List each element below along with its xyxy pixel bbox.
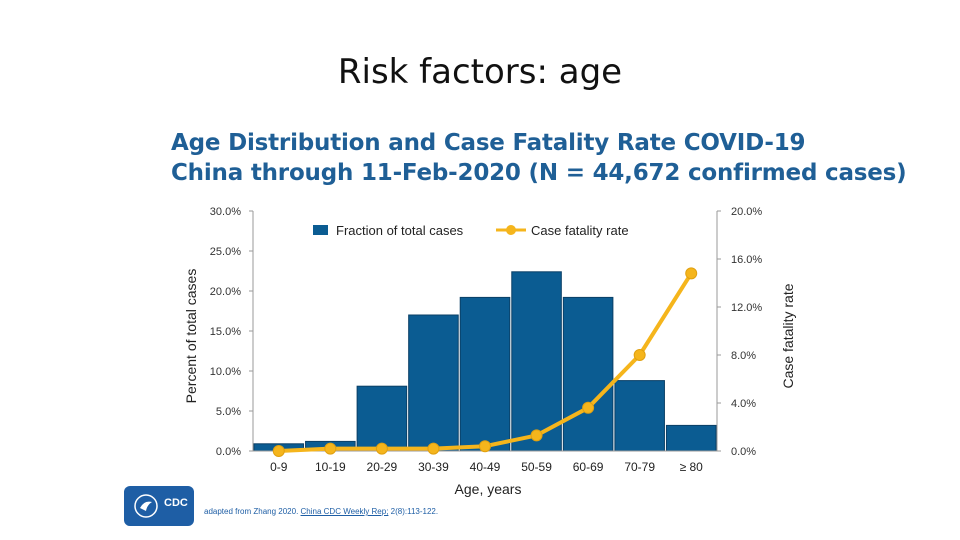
y-right-tick-label: 0.0% [731, 446, 756, 458]
cfr-point-10-19 [324, 442, 337, 455]
x-tick-label-10-19: 10-19 [315, 460, 346, 474]
y-right-tick-label: 20.0% [731, 206, 762, 218]
legend-swatch-bars [313, 225, 328, 235]
source-suffix: 2(8):113-122. [390, 507, 439, 516]
y-left-tick-label: 30.0% [210, 206, 241, 218]
x-tick-label-70-79: 70-79 [624, 460, 655, 474]
y-right-tick-label: 4.0% [731, 398, 756, 410]
legend: Fraction of total cases Case fatality rat… [313, 223, 629, 238]
bar-70-79 [614, 380, 665, 452]
cfr-point-30-39 [427, 442, 440, 455]
source-link[interactable]: China CDC Weekly Rep; [300, 507, 389, 516]
y-left-tick-label: 15.0% [210, 326, 241, 338]
y-axis-right-label: Case fatality rate [780, 283, 796, 388]
cfr-line-group [272, 267, 698, 457]
y-left-tick-label: 0.0% [216, 446, 241, 458]
legend-label-line: Case fatality rate [531, 223, 629, 238]
bar-≥ 80 [665, 424, 717, 452]
legend-label-bars: Fraction of total cases [336, 223, 464, 238]
x-axis-label: Age, years [455, 481, 522, 497]
y-right-tick-label: 8.0% [731, 350, 756, 362]
y-left-tick-label: 20.0% [210, 286, 241, 298]
chart-title-line-2: China through 11-Feb-2020 (N = 44,672 co… [171, 160, 907, 186]
source-citation: adapted from Zhang 2020. China CDC Weekl… [204, 507, 438, 516]
bars-group [253, 271, 717, 452]
cfr-point-60-69 [582, 401, 595, 414]
x-tick-label-30-39: 30-39 [418, 460, 449, 474]
bar-60-69 [562, 296, 614, 452]
x-tick-label-0-9: 0-9 [270, 460, 288, 474]
y-left-tick-label: 25.0% [210, 246, 241, 258]
axes-group: 0.0% 5.0% 10.0% 15.0% 20.0% 25.0% 30.0% 0.0% 4.0… [210, 206, 763, 474]
bar-30-39 [408, 314, 459, 452]
x-tick-label-≥ 80: ≥ 80 [680, 460, 704, 474]
bar-50-59 [511, 271, 562, 452]
x-tick-label-60-69: 60-69 [573, 460, 604, 474]
y-right-tick-label: 12.0% [731, 302, 762, 314]
y-left-tick-label: 10.0% [210, 366, 241, 378]
x-tick-label-20-29: 20-29 [367, 460, 398, 474]
slide-title: Risk factors: age [337, 52, 623, 92]
x-tick-label-40-49: 40-49 [470, 460, 501, 474]
source-prefix: adapted from Zhang 2020. [204, 507, 299, 516]
cfr-point-20-29 [375, 442, 388, 455]
bar-20-29 [356, 385, 408, 452]
y-axis-left-label: Percent of total cases [183, 269, 199, 404]
y-right-tick-label: 16.0% [731, 254, 762, 266]
chart-title: Age Distribution and Case Fatality Rate … [171, 128, 907, 188]
cdc-logo: CDC [124, 486, 194, 526]
y-left-tick-label: 5.0% [216, 406, 241, 418]
hhs-eagle-icon [134, 494, 158, 518]
cfr-point-40-49 [479, 440, 491, 453]
cfr-point-50-59 [530, 429, 543, 442]
x-tick-label-50-59: 50-59 [521, 460, 552, 474]
legend-swatch-marker [506, 225, 516, 235]
bar-40-49 [459, 296, 511, 452]
cfr-point-0-9 [272, 445, 285, 457]
cdc-logo-text: CDC [164, 497, 188, 509]
chart-title-line-1: Age Distribution and Case Fatality Rate … [171, 130, 806, 156]
cfr-point-70-79 [633, 349, 646, 361]
cfr-point-≥ 80 [685, 267, 698, 280]
